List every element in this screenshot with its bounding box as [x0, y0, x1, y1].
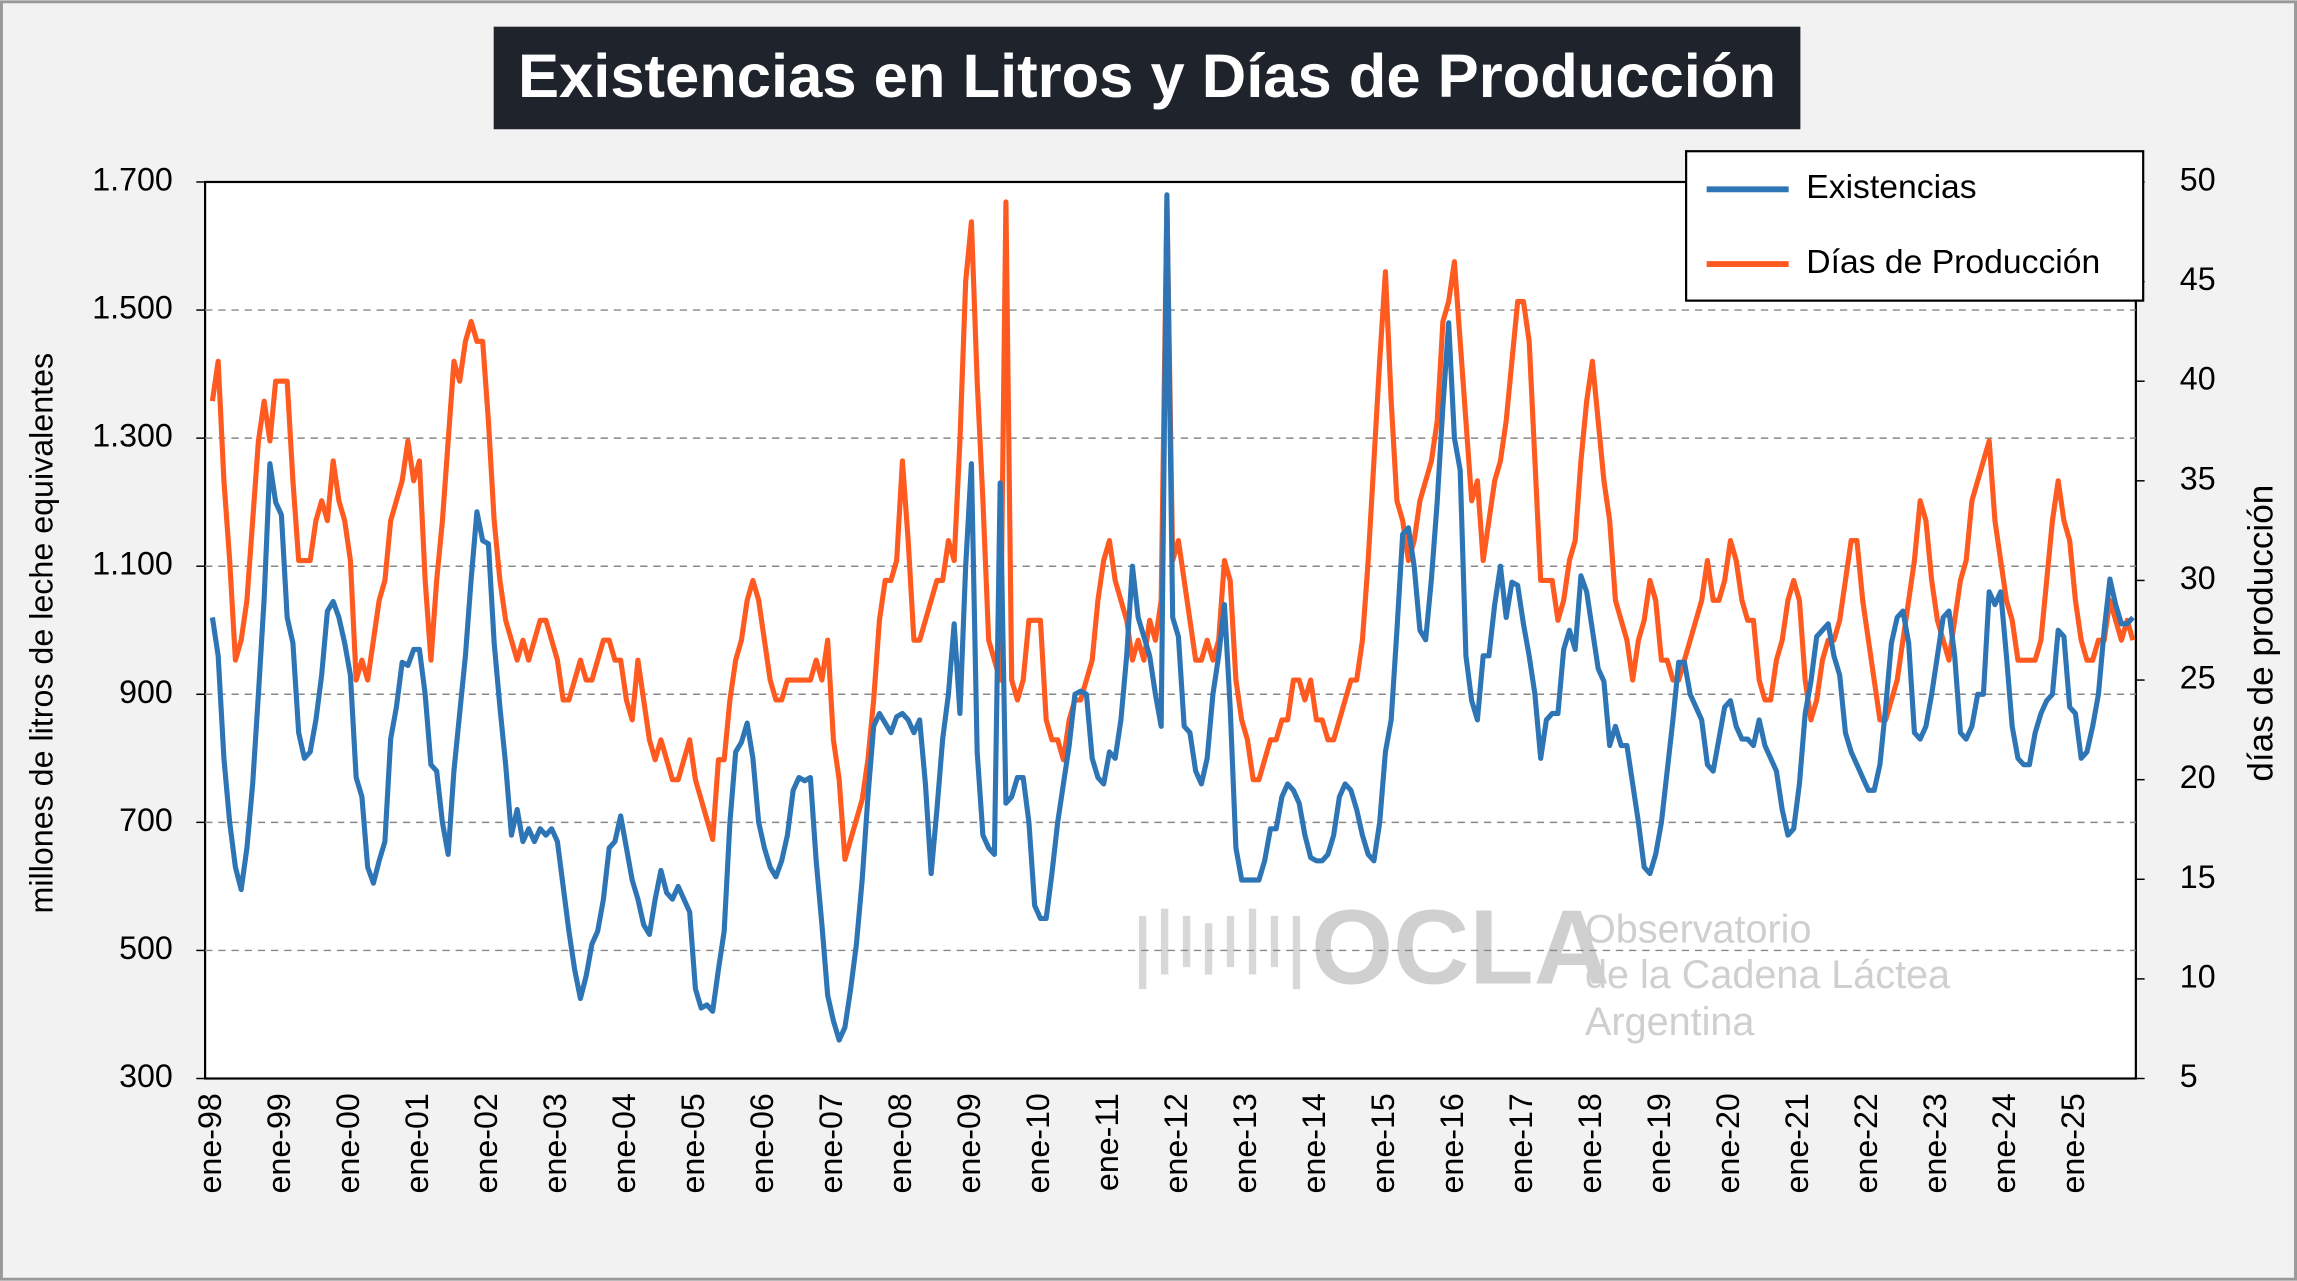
y2-tick-label: 30 [2180, 560, 2216, 596]
y-tick-label: 700 [119, 802, 173, 838]
legend-label: Existencias [1806, 169, 1976, 206]
watermark-text: Observatorio [1585, 907, 1811, 951]
legend-box [1685, 150, 2145, 302]
y-tick-label: 1.100 [92, 546, 173, 582]
y-tick-label: 500 [119, 930, 173, 966]
x-tick-label: ene-22 [1848, 1093, 1884, 1193]
watermark-text: de la Cadena Láctea [1585, 953, 1950, 997]
x-tick-label: ene-23 [1917, 1093, 1953, 1193]
watermark-icon [1138, 908, 1301, 990]
x-tick-label: ene-14 [1296, 1093, 1332, 1193]
y2-tick-label: 10 [2180, 958, 2216, 994]
y2-tick-label: 45 [2180, 261, 2216, 297]
x-tick-label: ene-04 [606, 1093, 642, 1193]
x-tick-label: ene-15 [1365, 1093, 1401, 1193]
x-tick-label: ene-05 [675, 1093, 711, 1193]
y2-tick-label: 50 [2180, 161, 2216, 197]
y2-tick-label: 15 [2180, 859, 2216, 895]
x-tick-label: ene-01 [399, 1093, 435, 1193]
x-tick-label: ene-99 [261, 1093, 297, 1193]
y2-tick-label: 35 [2180, 460, 2216, 496]
x-tick-label: ene-06 [744, 1093, 780, 1193]
y-tick-label: 1.700 [92, 161, 173, 197]
x-tick-label: ene-18 [1572, 1093, 1608, 1193]
title-box [493, 26, 1801, 130]
x-tick-label: ene-16 [1434, 1093, 1470, 1193]
y2-tick-label: 25 [2180, 660, 2216, 696]
x-tick-label: ene-25 [2055, 1093, 2091, 1193]
watermark-text: Argentina [1585, 1000, 1754, 1044]
y2-axis-label: días de producción [2242, 485, 2281, 782]
y2-tick-label: 40 [2180, 361, 2216, 397]
x-tick-label: ene-03 [537, 1093, 573, 1193]
legend-label: Días de Producción [1806, 244, 2100, 281]
y2-tick-label: 20 [2180, 759, 2216, 795]
x-tick-label: ene-20 [1710, 1093, 1746, 1193]
y-tick-label: 300 [119, 1058, 173, 1094]
watermark-logo: OCLA [1311, 889, 1610, 1006]
x-tick-label: ene-24 [1986, 1093, 2022, 1193]
y-tick-label: 900 [119, 674, 173, 710]
x-tick-label: ene-00 [330, 1093, 366, 1193]
watermark: OCLA Observatorio de la Cadena Láctea Ar… [1138, 889, 1950, 1044]
y-tick-label: 1.300 [92, 418, 173, 454]
y-tick-label: 1.500 [92, 290, 173, 326]
x-tick-label: ene-17 [1503, 1093, 1539, 1193]
x-tick-label: ene-10 [1020, 1093, 1056, 1193]
x-tick-label: ene-09 [951, 1093, 987, 1193]
x-tick-label: ene-08 [882, 1093, 918, 1193]
x-tick-label: ene-13 [1227, 1093, 1263, 1193]
y2-tick-label: 5 [2180, 1058, 2198, 1094]
x-tick-label: ene-21 [1779, 1093, 1815, 1193]
x-tick-label: ene-02 [468, 1093, 504, 1193]
x-tick-label: ene-98 [192, 1093, 228, 1193]
legend: Existencias Días de Producción [1685, 150, 2145, 302]
x-tick-label: ene-12 [1158, 1093, 1194, 1193]
x-tick-label: ene-07 [813, 1093, 849, 1193]
x-tick-label: ene-19 [1641, 1093, 1677, 1193]
y-axis-label: millones de litros de leche equivalentes [23, 353, 59, 914]
chart-title: Existencias en Litros y Días de Producci… [518, 42, 1776, 111]
x-tick-label: ene-11 [1089, 1093, 1125, 1191]
series-line [209, 192, 2135, 1043]
